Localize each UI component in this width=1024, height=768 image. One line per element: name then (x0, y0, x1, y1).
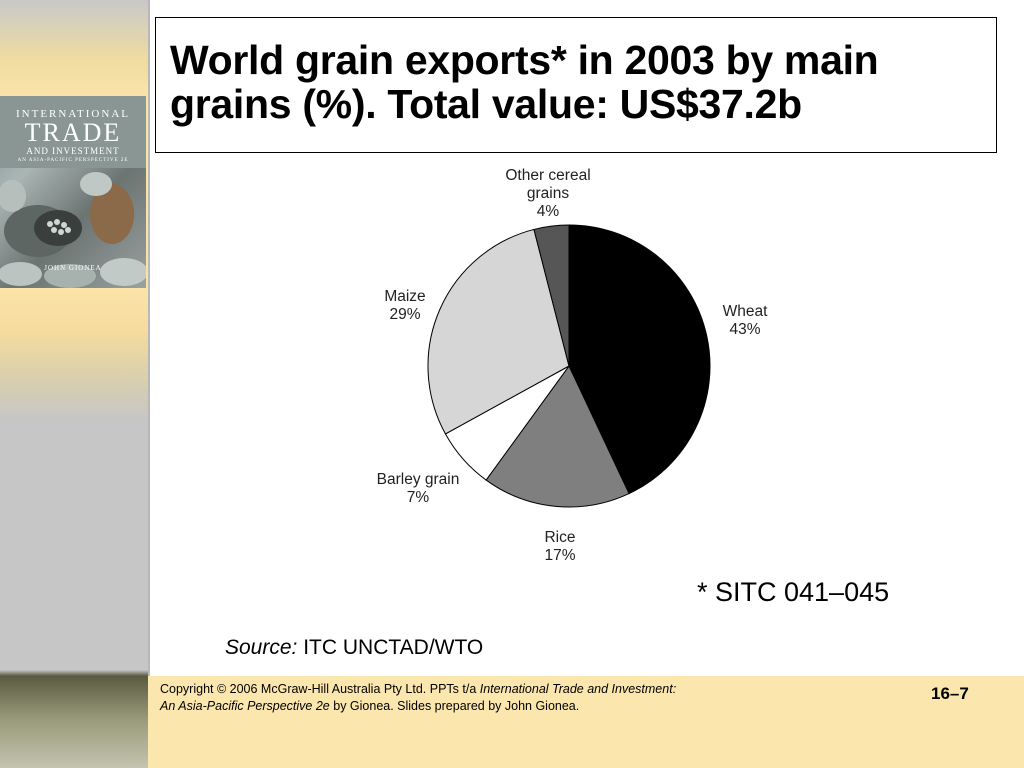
book-cover-image: INTERNATIONAL TRADE AND INVESTMENT AN AS… (0, 96, 146, 288)
copyright-book-title-2: An Asia-Pacific Perspective 2e (160, 699, 330, 713)
pie-slice-rice (485, 365, 630, 508)
pie-slice-other-cereal-grains (533, 224, 570, 367)
pie-value-wheat: 43% (729, 321, 760, 338)
footnote-sitc: * SITC 041–045 (697, 577, 890, 607)
pie-value-other-cereal-grains: 4% (537, 203, 560, 220)
pie-name-maize: Maize (384, 288, 425, 305)
pie-name-other-cereal-grains: grains (527, 185, 569, 202)
copyright-text: Copyright © 2006 McGraw-Hill Australia P… (160, 681, 800, 715)
pie-name-rice: Rice (544, 529, 575, 546)
source-line: Source: ITC UNCTAD/WTO (225, 636, 483, 660)
book-cover-line3: AND INVESTMENT (26, 146, 120, 156)
pie-value-barley-grain: 7% (407, 489, 430, 506)
book-cover-line4: AN ASIA-PACIFIC PERSPECTIVE 2E (17, 158, 129, 163)
footer-bar: Copyright © 2006 McGraw-Hill Australia P… (148, 676, 1024, 768)
pie-slice-maize (427, 228, 570, 435)
copyright-suffix: by Gionea. Slides prepared by John Gione… (329, 699, 580, 713)
pie-slice-wheat (568, 224, 711, 495)
copyright-book-title-1: International Trade and Investment: (479, 682, 677, 696)
sidebar-divider (148, 0, 150, 768)
copyright-prefix: Copyright © 2006 McGraw-Hill Australia P… (160, 682, 480, 696)
pie-label-maize: Maize 29% (384, 288, 425, 323)
slide-number: 16–7 (931, 684, 969, 703)
pie-name-wheat: Wheat (723, 303, 768, 320)
title-box: World grain exports* in 2003 by main gra… (155, 17, 997, 153)
slide-title: World grain exports* in 2003 by main gra… (170, 37, 879, 127)
pie-label-rice: Rice 17% (544, 529, 575, 564)
pie-name-other-cereal-grains: Other cereal (505, 167, 590, 184)
pie-label-wheat: Wheat 43% (723, 303, 768, 338)
pie-value-maize: 29% (389, 306, 420, 323)
source-label: Source: (225, 636, 298, 659)
pie-chart: Wheat 43% Rice 17% Barley grain 7% Maize 29% Oth… (377, 167, 768, 564)
pie-name-barley-grain: Barley grain (377, 471, 460, 488)
pie-value-rice: 17% (544, 547, 575, 564)
pie-label-barley-grain: Barley grain 7% (377, 471, 460, 506)
book-cover-author: JOHN GIONEA (44, 264, 102, 272)
book-cover-pearls-art (0, 172, 146, 288)
book-cover-line1: INTERNATIONAL (16, 108, 130, 120)
source-text: ITC UNCTAD/WTO (303, 636, 484, 659)
pie-label-other-cereal-grains: Other cereal grains 4% (505, 167, 590, 220)
book-cover-title-block (0, 96, 146, 168)
book-cover-line2: TRADE (24, 118, 122, 147)
